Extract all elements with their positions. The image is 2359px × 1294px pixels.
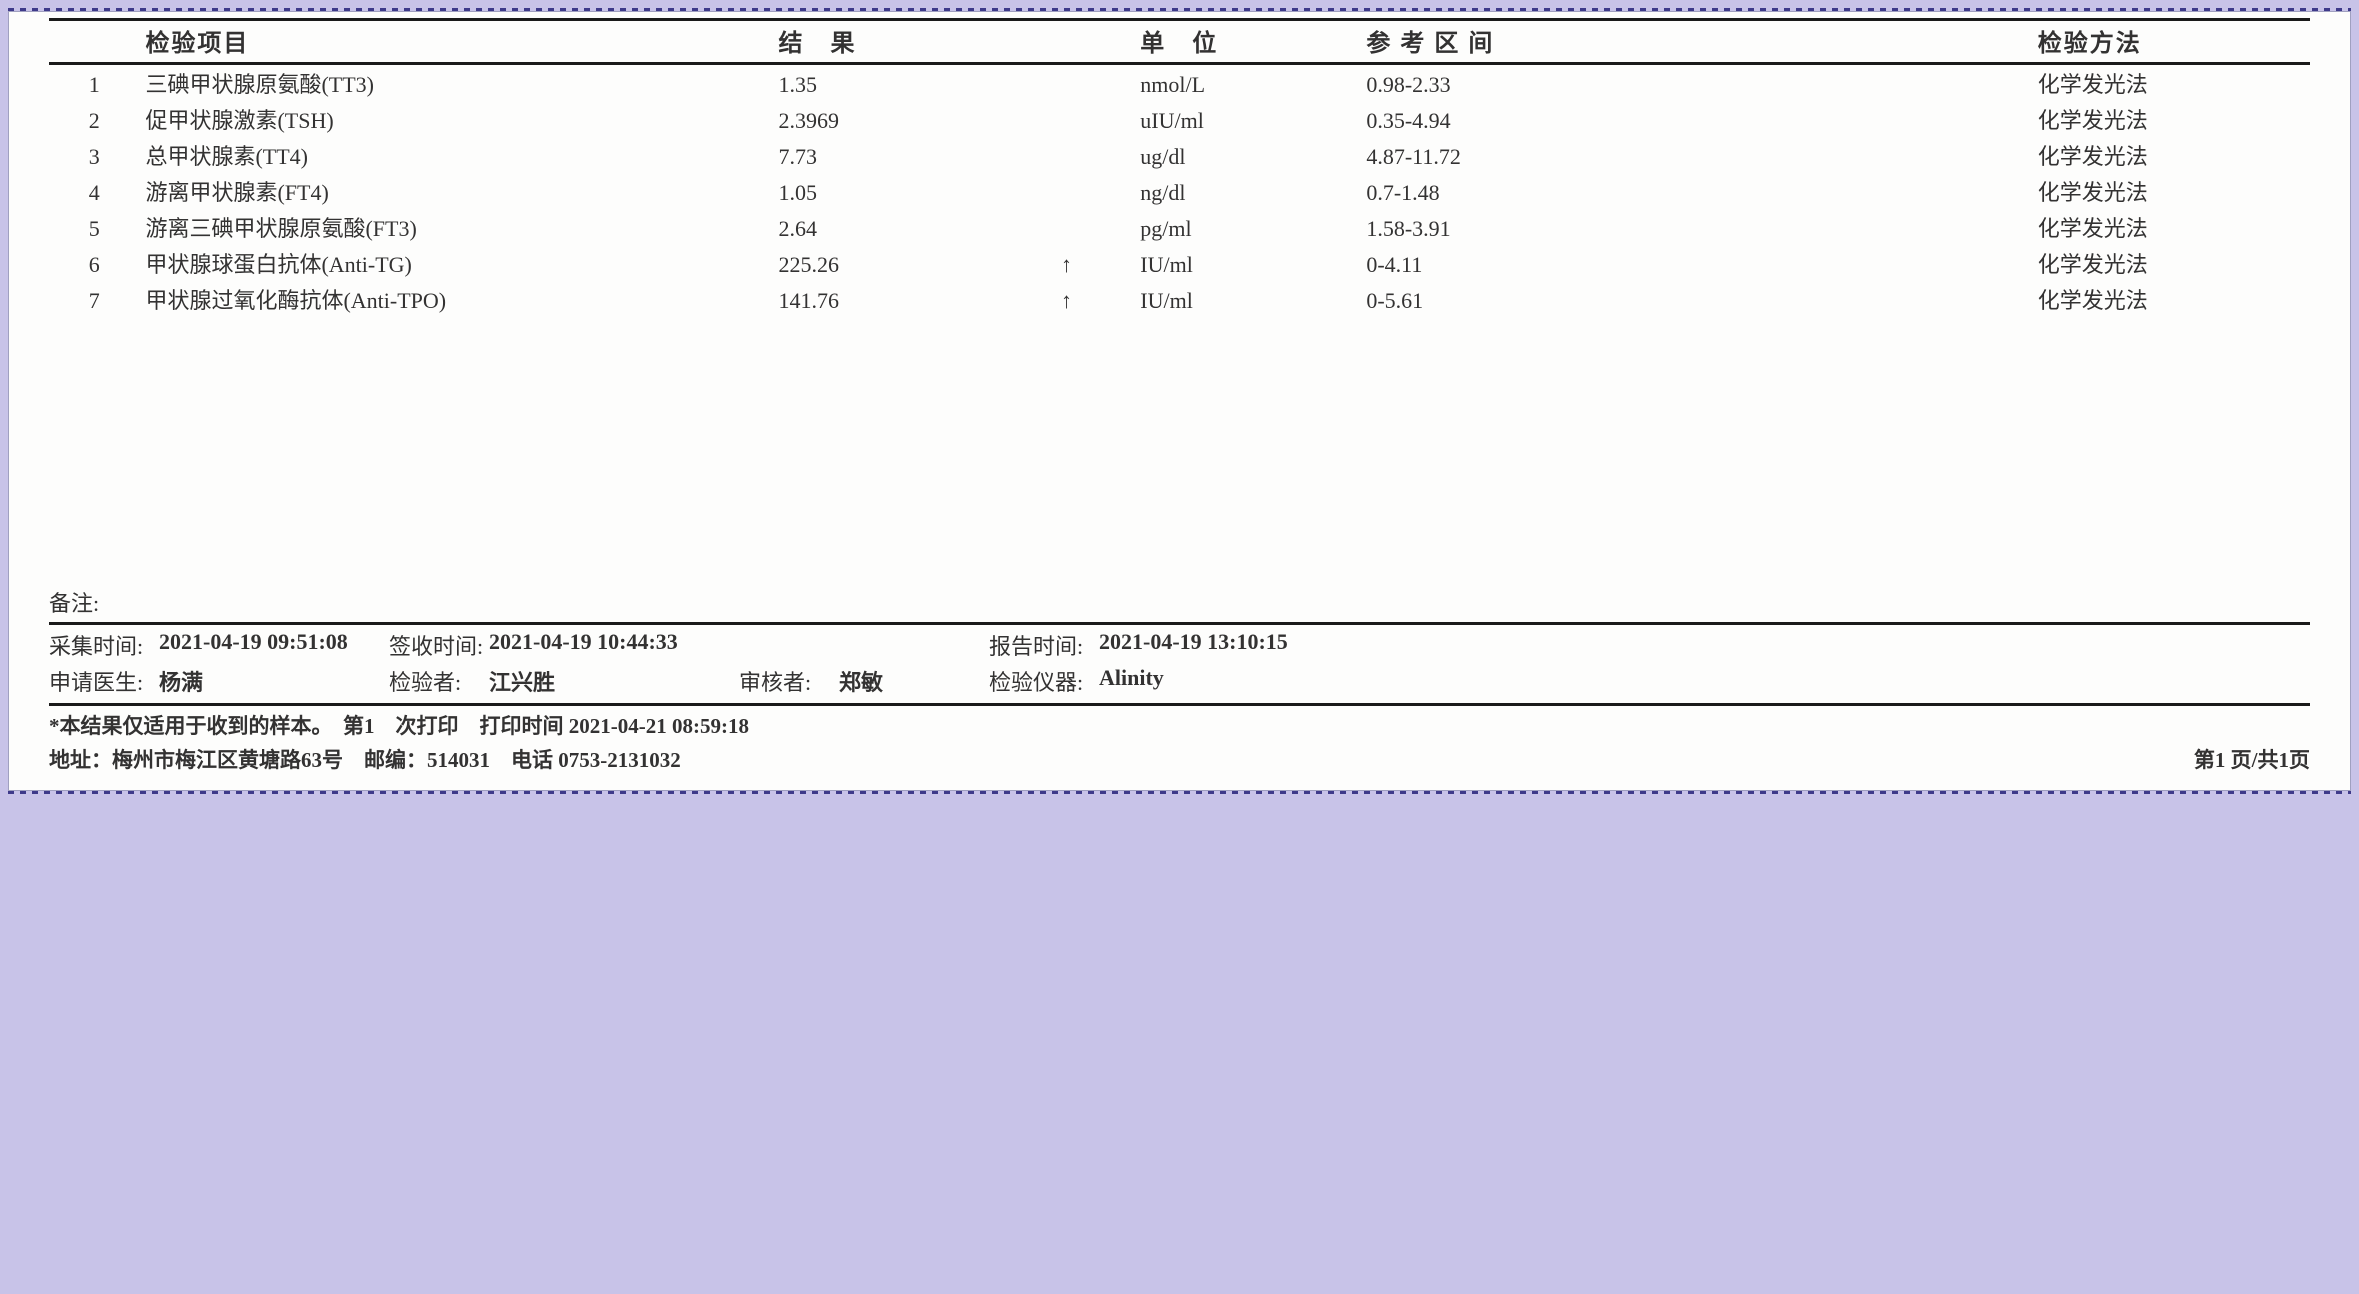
row-index: 2	[49, 101, 139, 137]
row-result: 1.05	[773, 173, 999, 209]
row-result: 7.73	[773, 137, 999, 173]
row-item: 促甲状腺激素(TSH)	[139, 101, 772, 137]
row-unit: IU/ml	[1134, 245, 1360, 281]
row-result: 1.35	[773, 64, 999, 102]
row-method: 化学发光法	[1858, 101, 2310, 137]
row-result: 2.3969	[773, 101, 999, 137]
row-flag	[999, 64, 1135, 102]
table-row: 3总甲状腺素(TT4)7.73 ug/dl4.87-11.72化学发光法	[49, 137, 2310, 173]
reviewer-value: 郑敏	[839, 665, 989, 697]
reviewer-label: 审核者:	[739, 665, 839, 697]
row-index: 5	[49, 209, 139, 245]
row-index: 6	[49, 245, 139, 281]
table-row: 6甲状腺球蛋白抗体(Anti-TG)225.26↑IU/ml0-4.11化学发光…	[49, 245, 2310, 281]
row-method: 化学发光法	[1858, 245, 2310, 281]
table-row: 7甲状腺过氧化酶抗体(Anti-TPO)141.76↑IU/ml0-5.61化学…	[49, 281, 2310, 317]
row-unit: pg/ml	[1134, 209, 1360, 245]
row-index: 1	[49, 64, 139, 102]
row-unit: IU/ml	[1134, 281, 1360, 317]
table-row: 2促甲状腺激素(TSH)2.3969 uIU/ml0.35-4.94化学发光法	[49, 101, 2310, 137]
tester-label: 检验者:	[389, 665, 489, 697]
row-flag	[999, 137, 1135, 173]
bottom-dash-border	[8, 791, 2351, 794]
row-unit: ug/dl	[1134, 137, 1360, 173]
row-index: 7	[49, 281, 139, 317]
table-row: 4游离甲状腺素(FT4)1.05 ng/dl0.7-1.48化学发光法	[49, 173, 2310, 209]
footer-address: 地址：梅州市梅江区黄塘路63号 邮编：514031 电话 0753-213103…	[49, 744, 681, 774]
row-method: 化学发光法	[1858, 137, 2310, 173]
remark-label: 备注:	[49, 584, 2310, 620]
row-item: 三碘甲状腺原氨酸(TT3)	[139, 64, 772, 102]
col-unit-header: 单 位	[1134, 20, 1360, 64]
row-ref: 0-4.11	[1360, 245, 1857, 281]
tester-value: 江兴胜	[489, 665, 739, 697]
row-result: 2.64	[773, 209, 999, 245]
row-ref: 0-5.61	[1360, 281, 1857, 317]
col-flag-header	[999, 20, 1135, 64]
collect-time-label: 采集时间:	[49, 629, 159, 661]
row-result: 225.26	[773, 245, 999, 281]
row-unit: nmol/L	[1134, 64, 1360, 102]
header-row: 检验项目 结 果 单 位 参 考 区 间 检验方法	[49, 20, 2310, 64]
table-row: 5游离三碘甲状腺原氨酸(FT3)2.64 pg/ml1.58-3.91化学发光法	[49, 209, 2310, 245]
blank-spacer	[49, 317, 2310, 584]
row-item: 甲状腺球蛋白抗体(Anti-TG)	[139, 245, 772, 281]
instrument-label: 检验仪器:	[989, 665, 1099, 697]
col-ref-header: 参 考 区 间	[1360, 20, 1857, 64]
row-method: 化学发光法	[1858, 173, 2310, 209]
instrument-value: Alinity	[1099, 665, 1359, 697]
row-item: 游离三碘甲状腺原氨酸(FT3)	[139, 209, 772, 245]
req-doctor-value: 杨满	[159, 665, 389, 697]
row-flag: ↑	[999, 281, 1135, 317]
row-flag	[999, 209, 1135, 245]
col-item-header: 检验项目	[139, 20, 772, 64]
report-time-label: 报告时间:	[989, 629, 1099, 661]
row-ref: 0.35-4.94	[1360, 101, 1857, 137]
row-unit: uIU/ml	[1134, 101, 1360, 137]
row-flag	[999, 173, 1135, 209]
row-item: 总甲状腺素(TT4)	[139, 137, 772, 173]
footer-page: 第1 页/共1页	[2194, 744, 2310, 774]
table-row: 1三碘甲状腺原氨酸(TT3)1.35 nmol/L0.98-2.33化学发光法	[49, 64, 2310, 102]
sign-time-value: 2021-04-19 10:44:33	[489, 629, 739, 661]
meta-grid: 采集时间: 2021-04-19 09:51:08 签收时间: 2021-04-…	[49, 627, 2310, 701]
row-index: 3	[49, 137, 139, 173]
row-ref: 4.87-11.72	[1360, 137, 1857, 173]
footer-note: *本结果仅适用于收到的样本。 第1 次打印 打印时间 2021-04-21 08…	[49, 708, 2310, 742]
divider-below-meta	[49, 703, 2310, 706]
req-doctor-label: 申请医生:	[49, 665, 159, 697]
collect-time-value: 2021-04-19 09:51:08	[159, 629, 389, 661]
row-method: 化学发光法	[1858, 64, 2310, 102]
report-time-value: 2021-04-19 13:10:15	[1099, 629, 1359, 661]
report-page: 检验项目 结 果 单 位 参 考 区 间 检验方法 1三碘甲状腺原氨酸(TT3)…	[8, 11, 2351, 791]
row-item: 游离甲状腺素(FT4)	[139, 173, 772, 209]
row-ref: 1.58-3.91	[1360, 209, 1857, 245]
divider-above-meta	[49, 622, 2310, 625]
col-result-header: 结 果	[773, 20, 999, 64]
sign-time-label: 签收时间:	[389, 629, 489, 661]
col-method-header: 检验方法	[1858, 20, 2310, 64]
col-idx-header	[49, 20, 139, 64]
row-flag	[999, 101, 1135, 137]
row-result: 141.76	[773, 281, 999, 317]
row-index: 4	[49, 173, 139, 209]
row-flag: ↑	[999, 245, 1135, 281]
row-unit: ng/dl	[1134, 173, 1360, 209]
results-table: 检验项目 结 果 单 位 参 考 区 间 检验方法 1三碘甲状腺原氨酸(TT3)…	[49, 18, 2310, 317]
row-method: 化学发光法	[1858, 209, 2310, 245]
row-item: 甲状腺过氧化酶抗体(Anti-TPO)	[139, 281, 772, 317]
row-ref: 0.7-1.48	[1360, 173, 1857, 209]
row-ref: 0.98-2.33	[1360, 64, 1857, 102]
row-method: 化学发光法	[1858, 281, 2310, 317]
